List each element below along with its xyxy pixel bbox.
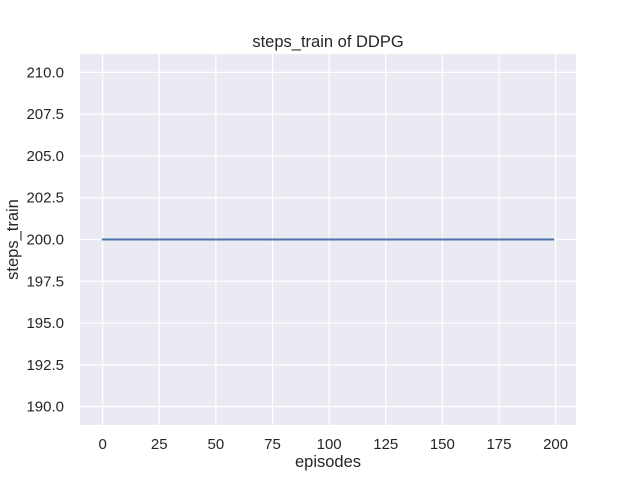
y-tick-label: 195.0 (26, 315, 64, 332)
x-tick-label: 0 (98, 436, 106, 453)
x-tick-label: 175 (486, 436, 511, 453)
x-tick-label: 150 (430, 436, 455, 453)
y-tick-label: 205.0 (26, 148, 64, 165)
x-tick-label: 125 (373, 436, 398, 453)
x-tick-label: 75 (264, 436, 281, 453)
y-tick-label: 190.0 (26, 399, 64, 416)
y-tick-label: 202.5 (26, 190, 64, 207)
x-axis-label: episodes (294, 453, 362, 471)
y-tick-label: 192.5 (26, 357, 64, 374)
x-tick-label: 25 (151, 436, 168, 453)
x-tick-label: 100 (317, 436, 342, 453)
y-tick-label: 207.5 (26, 106, 64, 123)
y-axis-label: steps_train (4, 199, 22, 280)
chart-title: steps_train of DDPG (252, 33, 404, 51)
y-tick-label: 200.0 (26, 232, 64, 249)
y-tick-label: 210.0 (26, 64, 64, 81)
x-tick-label: 50 (208, 436, 225, 453)
y-tick-label: 197.5 (26, 273, 64, 290)
x-tick-label: 200 (543, 436, 568, 453)
